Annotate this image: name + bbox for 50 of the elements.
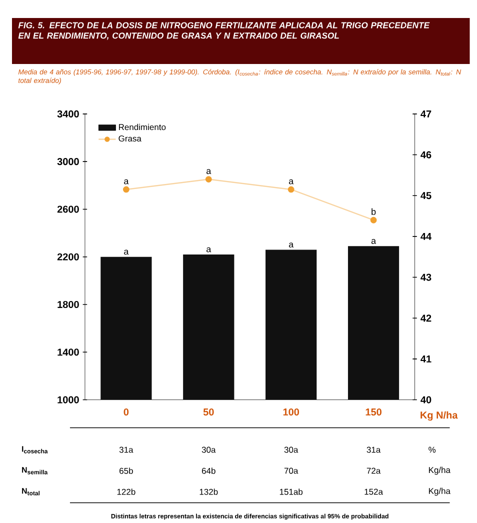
- text: 122b: [118, 488, 136, 495]
- text: 31a: [120, 446, 134, 453]
- y2-tick-label: 44: [420, 233, 432, 240]
- point: [123, 186, 130, 193]
- y-tick-label: 2200: [58, 253, 80, 260]
- x-tick-label: 50: [204, 408, 214, 416]
- text: %: [428, 446, 436, 453]
- data-label: a: [206, 169, 212, 174]
- y2-tick-label: 41: [420, 356, 432, 362]
- y-tick-label: 3400: [57, 110, 80, 118]
- point: [370, 216, 377, 224]
- text: 31a: [366, 446, 381, 453]
- y2-tick-label: 46: [420, 151, 432, 158]
- chart-title: FIG. 5. EFECTO DE LA DOSIS DE NITROGENO FERTILIZANTE APLICADA AL TRIGO PRECEDENTE EN EL RENDIMIENTO, CONTENIDO DE GRASA Y N EXTRAIDO DEL GIRASOL: [18, 22, 430, 40]
- data-label: a: [206, 247, 212, 252]
- text: 72a: [367, 468, 381, 474]
- point: [288, 186, 294, 193]
- y2-tick-label: 47: [420, 110, 432, 118]
- y2-tick-label: 40: [420, 396, 432, 404]
- text: 64b: [202, 468, 216, 474]
- text: 65b: [120, 468, 134, 474]
- data-label: b: [372, 208, 376, 215]
- y-tick-label: 1400: [58, 348, 80, 356]
- x-tick-label: 100: [284, 408, 300, 416]
- y-tick-label: 3000: [57, 158, 80, 166]
- data-label: a: [372, 239, 376, 244]
- y-tick-label: 1000: [58, 396, 80, 404]
- point: [206, 176, 212, 182]
- data-label: a: [289, 179, 294, 184]
- text: Kg/ha: [429, 466, 451, 475]
- text: 152a: [364, 488, 384, 495]
- text: 151ab: [280, 488, 303, 495]
- legend-label: Rendimiento: [119, 124, 166, 130]
- text: 70a: [284, 468, 298, 474]
- text: Kg/ha: [429, 488, 451, 496]
- legend-label: Grasa: [118, 136, 142, 142]
- y-tick-label: 2600: [58, 206, 80, 213]
- data-label: a: [124, 179, 129, 184]
- data-label: a: [124, 250, 129, 255]
- y2-tick-label: 45: [420, 192, 432, 200]
- y-tick-label: 1800: [58, 300, 80, 308]
- x-tick-label: 150: [366, 408, 382, 416]
- x-axis-title: Kg N/ha: [420, 411, 458, 421]
- y2-tick-label: 43: [420, 274, 432, 281]
- y2-tick-label: 42: [420, 314, 432, 322]
- text: 132b: [200, 488, 218, 495]
- data-label: a: [289, 242, 294, 248]
- text: 30a: [202, 446, 216, 453]
- x-tick-label: 0: [124, 408, 129, 416]
- text: 30a: [284, 446, 298, 453]
